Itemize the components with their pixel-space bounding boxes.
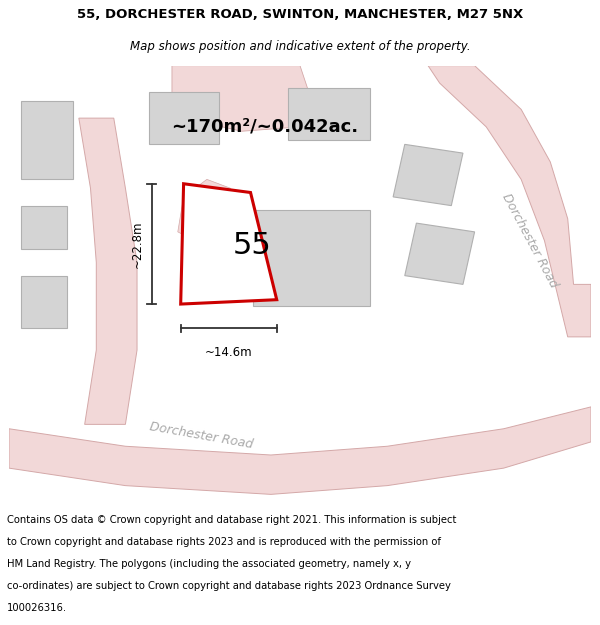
Polygon shape xyxy=(20,101,73,179)
Text: Dorchester Road: Dorchester Road xyxy=(500,191,560,290)
Polygon shape xyxy=(178,179,242,249)
Polygon shape xyxy=(149,92,218,144)
Polygon shape xyxy=(172,66,311,131)
Polygon shape xyxy=(289,88,370,140)
Text: to Crown copyright and database rights 2023 and is reproduced with the permissio: to Crown copyright and database rights 2… xyxy=(7,537,441,547)
Text: Contains OS data © Crown copyright and database right 2021. This information is : Contains OS data © Crown copyright and d… xyxy=(7,515,457,525)
Polygon shape xyxy=(20,206,67,249)
Polygon shape xyxy=(253,210,370,306)
Text: ~22.8m: ~22.8m xyxy=(131,220,143,268)
Polygon shape xyxy=(20,276,67,328)
Polygon shape xyxy=(181,184,277,304)
Text: ~14.6m: ~14.6m xyxy=(205,346,253,359)
Text: HM Land Registry. The polygons (including the associated geometry, namely x, y: HM Land Registry. The polygons (includin… xyxy=(7,559,411,569)
Polygon shape xyxy=(393,144,463,206)
Text: 100026316.: 100026316. xyxy=(7,603,67,613)
Text: 55, DORCHESTER ROAD, SWINTON, MANCHESTER, M27 5NX: 55, DORCHESTER ROAD, SWINTON, MANCHESTER… xyxy=(77,8,523,21)
Polygon shape xyxy=(405,223,475,284)
Text: Map shows position and indicative extent of the property.: Map shows position and indicative extent… xyxy=(130,40,470,52)
Polygon shape xyxy=(428,66,591,337)
Polygon shape xyxy=(9,407,591,494)
Text: co-ordinates) are subject to Crown copyright and database rights 2023 Ordnance S: co-ordinates) are subject to Crown copyr… xyxy=(7,581,451,591)
Text: Dorchester Road: Dorchester Road xyxy=(148,420,254,451)
Text: 55: 55 xyxy=(233,231,271,259)
Polygon shape xyxy=(79,118,137,424)
Text: ~170m²/~0.042ac.: ~170m²/~0.042ac. xyxy=(172,118,359,136)
